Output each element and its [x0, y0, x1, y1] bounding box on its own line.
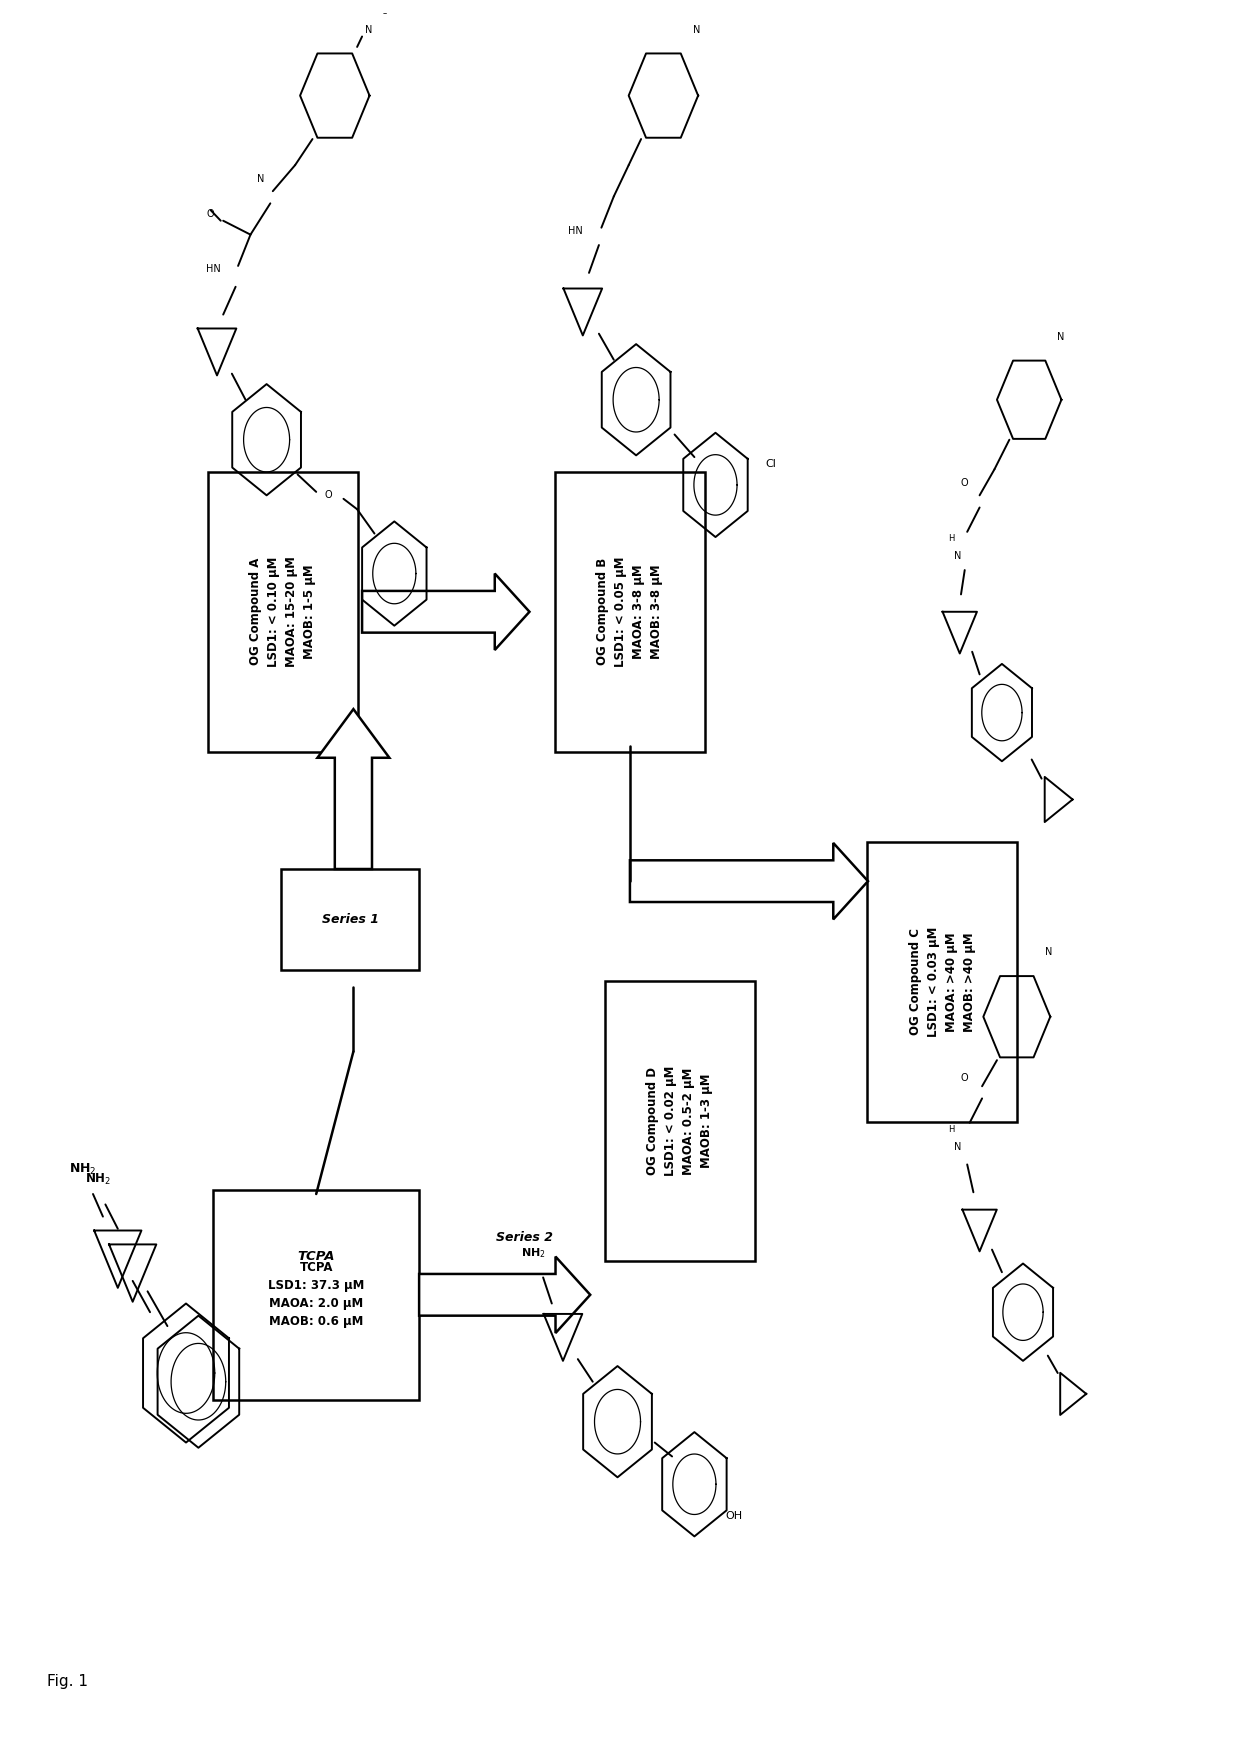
Text: H: H — [947, 1124, 955, 1135]
FancyArrow shape — [362, 574, 529, 650]
Text: OG Compound D
LSD1: < 0.02 μM
MAOA: 0.5-2 μM
MAOB: 1-3 μM: OG Compound D LSD1: < 0.02 μM MAOA: 0.5-… — [646, 1065, 713, 1177]
Text: O: O — [207, 209, 215, 219]
Text: Series 2: Series 2 — [496, 1231, 553, 1244]
FancyBboxPatch shape — [208, 471, 358, 751]
Text: OH: OH — [725, 1510, 743, 1521]
Text: OG Compound A
LSD1: < 0.10 μM
MAOA: 15-20 μM
MAOB: 1-5 μM: OG Compound A LSD1: < 0.10 μM MAOA: 15-2… — [249, 556, 316, 667]
FancyBboxPatch shape — [213, 1189, 419, 1401]
Text: TCPA
LSD1: 37.3 μM
MAOA: 2.0 μM
MAOB: 0.6 μM: TCPA LSD1: 37.3 μM MAOA: 2.0 μM MAOB: 0.… — [268, 1262, 365, 1328]
Text: N: N — [365, 24, 372, 35]
FancyBboxPatch shape — [605, 980, 754, 1262]
Text: O: O — [325, 490, 332, 501]
Text: N: N — [954, 551, 961, 561]
Text: O: O — [961, 1072, 968, 1083]
Text: Fig. 1: Fig. 1 — [47, 1674, 88, 1689]
Text: NH$_2$: NH$_2$ — [521, 1246, 546, 1260]
Text: N: N — [693, 24, 701, 35]
Text: OG Compound C
LSD1: < 0.03 μM
MAOA: >40 μM
MAOB: >40 μM: OG Compound C LSD1: < 0.03 μM MAOA: >40 … — [909, 926, 976, 1038]
Text: NH$_2$: NH$_2$ — [86, 1171, 110, 1187]
Text: N: N — [257, 174, 264, 184]
FancyBboxPatch shape — [556, 471, 704, 751]
Text: N: N — [1045, 947, 1053, 958]
FancyArrow shape — [317, 709, 389, 869]
Text: N: N — [1056, 332, 1064, 342]
FancyArrow shape — [419, 1257, 590, 1333]
Text: Cl: Cl — [765, 459, 776, 469]
Text: TCPA: TCPA — [298, 1250, 335, 1264]
FancyBboxPatch shape — [868, 843, 1017, 1123]
Text: –: – — [382, 9, 387, 19]
Text: NH$_2$: NH$_2$ — [69, 1161, 97, 1177]
Text: HN: HN — [568, 226, 583, 236]
Text: O: O — [961, 478, 968, 488]
Text: HN: HN — [206, 264, 221, 275]
Text: Series 1: Series 1 — [322, 912, 378, 926]
FancyArrow shape — [630, 843, 868, 919]
Text: H: H — [947, 534, 955, 544]
Text: N: N — [954, 1142, 961, 1152]
FancyBboxPatch shape — [281, 869, 419, 970]
Text: OG Compound B
LSD1: < 0.05 μM
MAOA: 3-8 μM
MAOB: 3-8 μM: OG Compound B LSD1: < 0.05 μM MAOA: 3-8 … — [596, 556, 663, 667]
